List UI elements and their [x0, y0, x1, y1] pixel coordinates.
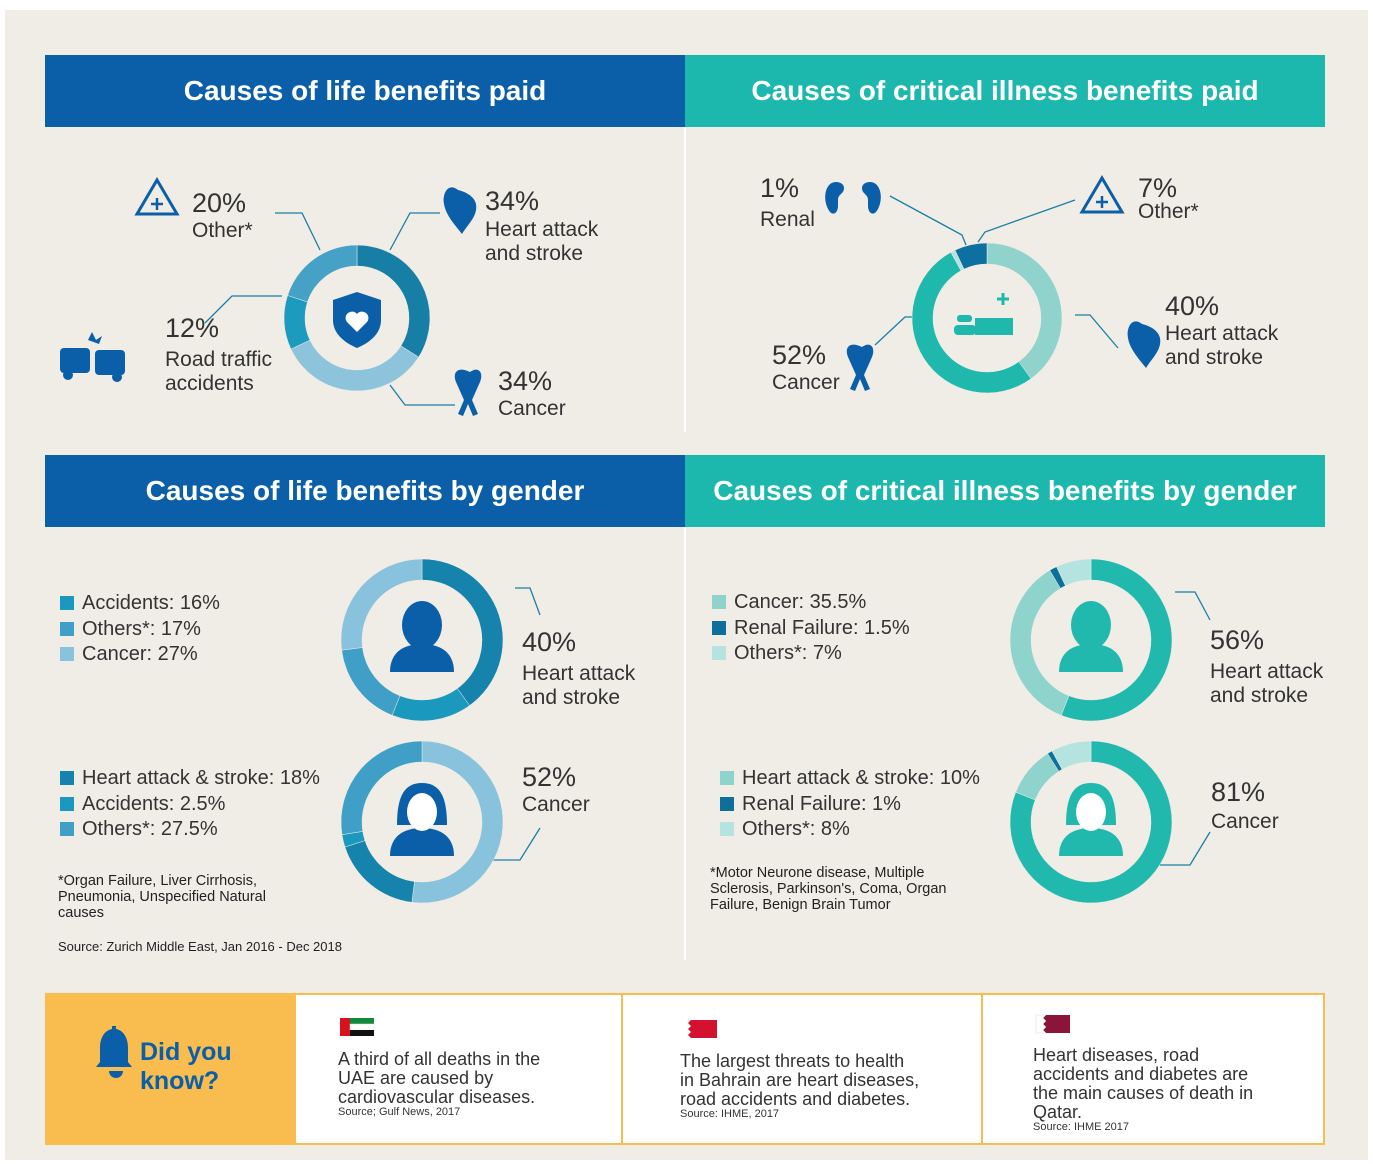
donut-segment — [1009, 569, 1070, 716]
section-title: Causes of critical illness benefits paid — [751, 75, 1259, 106]
legend-swatch — [60, 596, 74, 610]
section-title: Causes of life benefits by gender — [145, 475, 585, 506]
segment-name: Cancer — [772, 371, 840, 394]
legend-swatch — [60, 771, 74, 785]
header-bar — [685, 455, 1325, 527]
fact: A third of all deaths in the UAE are cau… — [338, 1050, 578, 1118]
fact-source: Source: IHME 2017 — [1033, 1120, 1129, 1133]
legend-entry: Cancer: 35.5% — [734, 591, 867, 613]
donut-segment — [283, 295, 311, 350]
legend-entry: Renal Failure: 1.5% — [734, 616, 910, 639]
section-title: Causes of critical illness benefits by g… — [713, 475, 1297, 506]
legend-swatch — [60, 796, 74, 811]
percent-label: 1% — [760, 173, 800, 203]
segment-name: Cancer — [1211, 810, 1279, 833]
legend-entry: Accidents: 2.5% — [82, 792, 226, 815]
legend-entry: Renal Failure: 1% — [742, 792, 901, 815]
legend-entry: Others*: 27.5% — [82, 818, 218, 840]
percent-label: 40% — [1165, 291, 1220, 321]
legend-swatch — [712, 595, 726, 609]
legend-swatch — [720, 771, 734, 785]
percent-label: 12% — [165, 313, 220, 343]
donut-segment — [954, 242, 988, 270]
percent-label: 81% — [1211, 777, 1266, 807]
section-title: Causes of life benefits paid — [183, 75, 547, 106]
legend-entry: Others*: 8% — [742, 818, 850, 840]
legend-swatch — [712, 646, 726, 660]
did-you-know-title: Did you know? — [140, 1038, 232, 1095]
percent-label: 20% — [192, 188, 247, 218]
percent-label: 52% — [522, 762, 577, 792]
legend-entry: Cancer: 27% — [82, 643, 198, 665]
icons — [60, 175, 1161, 856]
leader-lines — [204, 195, 1211, 866]
segment-name: Other* — [1138, 200, 1199, 223]
donut-segment — [340, 558, 423, 651]
bell-icon — [96, 1026, 132, 1078]
segment-name: Road traffic accidents — [165, 348, 272, 395]
legend-entry: Heart attack & stroke: 18% — [82, 767, 320, 789]
legend-swatch — [720, 796, 734, 811]
segment-name: Heart attack and stroke — [485, 218, 599, 265]
legend-entry: Others*: 7% — [734, 642, 842, 664]
legend-swatch — [60, 822, 74, 836]
header-bar — [685, 55, 1325, 127]
segment-name: Heart attack and stroke — [1210, 660, 1324, 707]
fact-text: Heart diseases, road accidents and diabe… — [1033, 1045, 1254, 1122]
percent-label: 34% — [498, 366, 553, 396]
fact-text: The largest threats to health in Bahrain… — [680, 1051, 920, 1109]
donut-segment — [290, 339, 419, 392]
fact: The largest threats to health in Bahrain… — [680, 1052, 920, 1120]
percent-label: 40% — [522, 627, 577, 657]
legend-swatch — [60, 647, 74, 661]
donut-segment — [287, 244, 358, 303]
flag-qatar — [1035, 1014, 1070, 1034]
segment-name: Other* — [192, 219, 253, 242]
legend-entry: Accidents: 16% — [82, 592, 220, 614]
donut-segment — [1060, 558, 1173, 722]
fact-source: Source: IHME, 2017 — [680, 1107, 780, 1120]
segment-name: Heart attack and stroke — [522, 662, 636, 709]
donut-segment — [911, 251, 1032, 394]
flag-bahrain — [683, 1020, 717, 1038]
did-you-know-panel — [45, 993, 295, 1145]
legend-swatch — [712, 620, 726, 635]
percent-label: 34% — [485, 186, 540, 216]
flag-uae — [340, 1018, 375, 1036]
donut-segment — [391, 688, 470, 722]
legend-entry: Heart attack & stroke: 10% — [742, 767, 980, 789]
donut-segment — [341, 647, 401, 716]
donut-segment — [1056, 558, 1092, 587]
legend-swatch — [720, 822, 734, 836]
legend-swatch — [60, 621, 74, 636]
donut-segment — [411, 740, 504, 904]
percent-label: 7% — [1138, 173, 1178, 203]
fact-text: A third of all deaths in the UAE are cau… — [338, 1049, 541, 1107]
facts-panel — [294, 993, 1325, 1145]
segment-name: Cancer — [522, 793, 590, 816]
donut-segment — [340, 740, 423, 835]
donut-segment — [1051, 740, 1092, 770]
segment-name: Heart attack and stroke — [1165, 322, 1279, 369]
donut-segment — [1009, 740, 1173, 904]
segment-name: Renal — [760, 208, 815, 231]
percent-label: 56% — [1210, 625, 1265, 655]
fact-source: Source; Gulf News, 2017 — [338, 1105, 461, 1118]
segment-name: Cancer — [498, 397, 566, 420]
source: Source: Zurich Middle East, Jan 2016 - D… — [58, 939, 342, 954]
donut-segment — [986, 242, 1063, 380]
footnote: *Motor Neurone disease, Multiple Scleros… — [710, 865, 947, 914]
percent-label: 52% — [772, 340, 827, 370]
legend-entry: Others*: 17% — [82, 617, 201, 640]
fact: Heart diseases, road accidents and diabe… — [1033, 1046, 1273, 1133]
header-bar — [45, 455, 685, 527]
footnote: *Organ Failure, Liver Cirrhosis, Pneumon… — [58, 873, 266, 922]
header-bar — [45, 55, 685, 127]
